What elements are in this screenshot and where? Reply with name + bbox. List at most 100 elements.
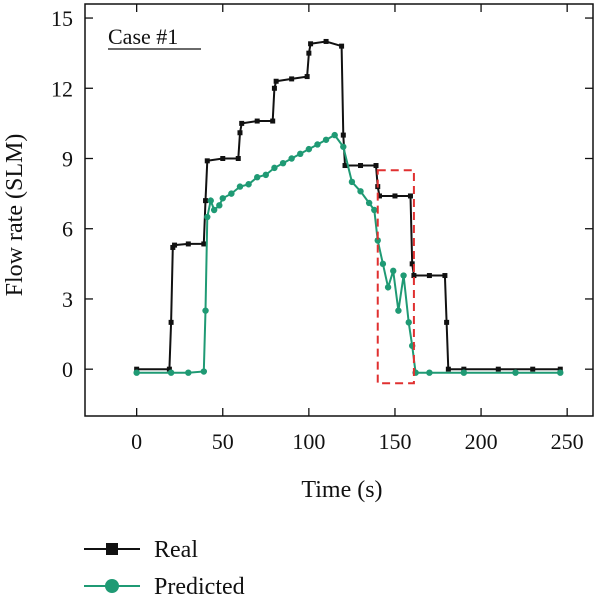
- data-point: [254, 118, 260, 124]
- data-point: [442, 273, 448, 279]
- data-point: [236, 183, 244, 190]
- data-point: [339, 43, 345, 49]
- data-point: [220, 156, 226, 161]
- data-point: [322, 136, 330, 143]
- x-axis-tick-labels: 0 50 100 150 200 250: [131, 429, 584, 454]
- legend-real-marker: [106, 543, 118, 555]
- data-point: [239, 120, 245, 126]
- data-point: [271, 85, 277, 91]
- data-point: [166, 366, 172, 372]
- data-point: [557, 366, 563, 372]
- data-point: [405, 319, 412, 326]
- data-point: [426, 369, 433, 376]
- data-point: [323, 38, 329, 44]
- y-axis-ticks: [85, 17, 593, 370]
- legend-predicted-label: Predicted: [154, 574, 245, 599]
- x-tick-label: 200: [465, 429, 498, 454]
- data-point: [270, 118, 276, 124]
- plot-frame: [84, 3, 594, 417]
- x-tick-label: 150: [378, 429, 411, 454]
- data-point: [390, 267, 397, 275]
- data-point: [204, 158, 210, 164]
- data-point: [306, 50, 312, 56]
- data-point: [271, 164, 278, 172]
- data-point: [262, 171, 270, 179]
- data-point: [445, 366, 451, 372]
- data-point: [331, 131, 338, 139]
- data-point: [219, 195, 226, 202]
- data-point: [305, 145, 313, 153]
- data-point: [340, 143, 347, 150]
- data-point: [392, 193, 398, 199]
- data-point: [342, 163, 348, 169]
- data-point: [200, 368, 208, 375]
- y-tick-label: 9: [62, 147, 73, 172]
- data-point: [279, 159, 287, 167]
- data-point: [460, 369, 468, 376]
- y-tick-label: 3: [62, 287, 73, 312]
- data-point: [273, 78, 279, 84]
- data-point: [203, 198, 209, 204]
- y-tick-label: 12: [51, 76, 73, 101]
- data-point: [254, 174, 261, 181]
- data-point: [185, 241, 191, 247]
- data-point: [314, 141, 321, 148]
- data-point: [134, 366, 140, 372]
- data-point: [407, 193, 413, 199]
- data-point: [373, 163, 379, 169]
- data-point: [168, 319, 174, 325]
- legend-predicted-marker: [105, 579, 119, 593]
- data-point: [133, 369, 140, 376]
- data-point: [371, 206, 378, 214]
- series-line: [136, 133, 561, 374]
- series-real: [134, 38, 563, 372]
- data-point: [228, 190, 235, 197]
- data-point: [340, 132, 346, 138]
- data-point: [365, 199, 373, 207]
- data-point: [495, 366, 501, 372]
- data-point: [409, 261, 415, 267]
- series-layer: [133, 38, 564, 376]
- x-axis-title: Time (s): [301, 477, 382, 503]
- legend-real-label: Real: [154, 537, 198, 563]
- data-point: [358, 163, 364, 169]
- series-predicted: [133, 131, 564, 376]
- data-point: [374, 237, 381, 244]
- x-tick-label: 0: [131, 429, 142, 454]
- x-tick-label: 50: [212, 429, 234, 454]
- y-tick-label: 6: [62, 217, 73, 242]
- data-point: [530, 366, 536, 372]
- data-point: [308, 41, 314, 47]
- data-point: [444, 319, 450, 325]
- legend: Real Predicted: [84, 537, 245, 599]
- y-axis-tick-labels: 0 3 6 9 12 15: [51, 6, 73, 382]
- data-point: [297, 150, 304, 158]
- data-point: [202, 307, 209, 314]
- data-point: [426, 273, 432, 279]
- data-point: [384, 284, 392, 291]
- data-point: [210, 206, 218, 214]
- data-point: [289, 76, 295, 82]
- data-point: [376, 193, 382, 199]
- data-point: [557, 369, 564, 376]
- data-point: [201, 241, 207, 247]
- y-axis-title: Flow rate (SLM): [2, 134, 28, 297]
- data-point: [400, 272, 407, 279]
- data-point: [235, 156, 241, 161]
- annotation-case-label: Case #1: [108, 24, 178, 49]
- y-tick-label: 15: [51, 6, 73, 31]
- data-point: [237, 130, 243, 136]
- data-point: [204, 213, 211, 221]
- data-point: [395, 307, 402, 314]
- y-tick-label: 0: [62, 357, 73, 382]
- data-point: [216, 202, 223, 209]
- data-point: [379, 260, 387, 268]
- data-point: [167, 369, 175, 376]
- x-axis-ticks: [136, 4, 568, 416]
- data-point: [411, 273, 417, 279]
- data-point: [172, 242, 178, 248]
- data-point: [245, 181, 252, 188]
- data-point: [348, 178, 356, 186]
- x-tick-label: 100: [292, 429, 325, 454]
